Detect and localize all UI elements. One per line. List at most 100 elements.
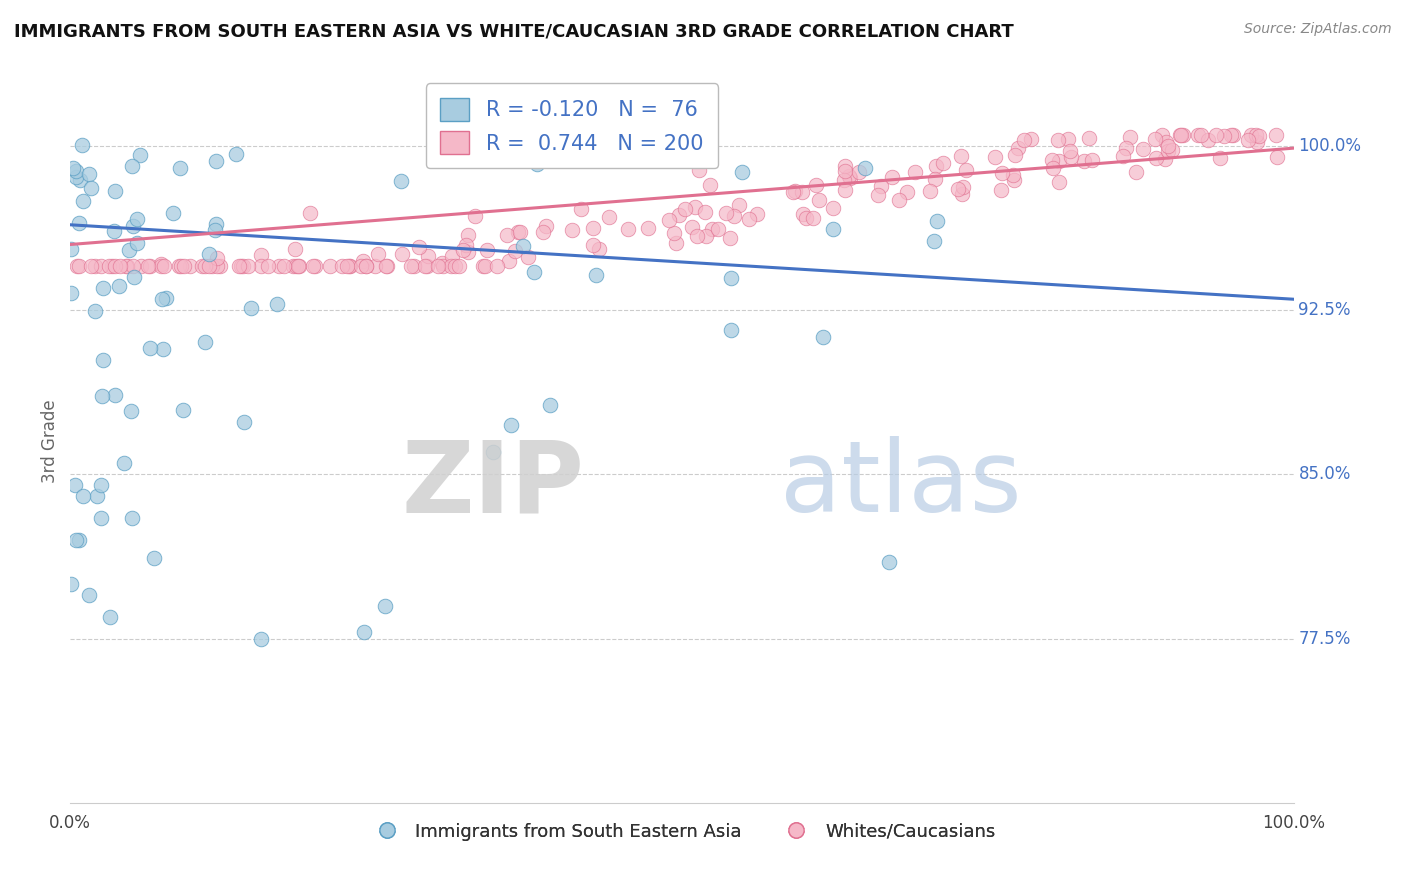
Point bbox=[1240, 128, 1263, 142]
Point bbox=[1002, 172, 1025, 186]
Point bbox=[449, 260, 471, 274]
Point bbox=[952, 179, 974, 194]
Point bbox=[77, 167, 100, 181]
Point bbox=[839, 171, 862, 186]
Point bbox=[1236, 133, 1258, 147]
Point bbox=[162, 206, 184, 220]
Point bbox=[302, 260, 325, 274]
Point bbox=[205, 251, 228, 265]
Point bbox=[233, 415, 256, 429]
Point bbox=[356, 260, 378, 274]
Point bbox=[201, 260, 224, 274]
Point bbox=[80, 181, 103, 195]
Point bbox=[866, 187, 889, 202]
Point bbox=[67, 260, 90, 274]
Point bbox=[1060, 150, 1083, 164]
Point bbox=[208, 260, 231, 274]
Point bbox=[374, 599, 396, 613]
Point bbox=[904, 165, 927, 179]
Point bbox=[104, 260, 127, 274]
Point bbox=[173, 260, 195, 274]
Point bbox=[848, 164, 870, 178]
Point bbox=[1205, 128, 1227, 142]
Point bbox=[512, 239, 534, 253]
Point bbox=[804, 178, 827, 192]
Point bbox=[451, 243, 474, 257]
Point bbox=[924, 171, 946, 186]
Point bbox=[172, 403, 194, 417]
Point bbox=[1265, 128, 1288, 142]
Point bbox=[503, 244, 526, 258]
Point bbox=[285, 260, 308, 274]
Point bbox=[509, 225, 531, 239]
Point bbox=[454, 238, 477, 252]
Point bbox=[673, 202, 696, 216]
Point bbox=[194, 335, 217, 350]
Point bbox=[924, 234, 946, 248]
Point bbox=[745, 207, 768, 221]
Point bbox=[1047, 175, 1070, 189]
Point bbox=[598, 210, 620, 224]
Point bbox=[353, 625, 375, 640]
Point bbox=[65, 170, 87, 185]
Point bbox=[281, 260, 304, 274]
Point bbox=[91, 352, 114, 367]
Point bbox=[1081, 153, 1104, 167]
Point bbox=[273, 260, 295, 274]
Point bbox=[807, 193, 830, 207]
Point bbox=[205, 217, 228, 231]
Text: atlas: atlas bbox=[780, 436, 1021, 533]
Point bbox=[695, 229, 717, 244]
Point bbox=[136, 260, 159, 274]
Point bbox=[457, 244, 479, 259]
Point bbox=[413, 260, 436, 274]
Point bbox=[498, 254, 520, 268]
Point bbox=[1115, 141, 1137, 155]
Point bbox=[127, 212, 149, 227]
Point bbox=[391, 247, 413, 261]
Point bbox=[834, 159, 856, 173]
Point bbox=[720, 270, 742, 285]
Point bbox=[416, 249, 439, 263]
Point bbox=[720, 322, 742, 336]
Point bbox=[925, 214, 948, 228]
Point bbox=[588, 243, 610, 257]
Point bbox=[1059, 144, 1081, 158]
Point bbox=[526, 157, 548, 171]
Point bbox=[97, 260, 120, 274]
Text: 92.5%: 92.5% bbox=[1298, 301, 1351, 319]
Point bbox=[832, 173, 855, 187]
Point bbox=[821, 222, 844, 236]
Point bbox=[1046, 132, 1069, 146]
Point bbox=[304, 260, 326, 274]
Point bbox=[60, 285, 83, 300]
Point bbox=[991, 165, 1014, 179]
Point bbox=[67, 216, 90, 230]
Point bbox=[108, 260, 131, 274]
Point bbox=[204, 223, 226, 237]
Point bbox=[1187, 128, 1209, 142]
Point bbox=[63, 478, 86, 492]
Point bbox=[1246, 128, 1268, 142]
Point bbox=[399, 260, 422, 274]
Point bbox=[236, 260, 259, 274]
Point bbox=[267, 260, 290, 274]
Point bbox=[115, 260, 138, 274]
Text: IMMIGRANTS FROM SOUTH EASTERN ASIA VS WHITE/CAUCASIAN 3RD GRADE CORRELATION CHAR: IMMIGRANTS FROM SOUTH EASTERN ASIA VS WH… bbox=[14, 22, 1014, 40]
Point bbox=[60, 577, 83, 591]
Point bbox=[287, 260, 309, 274]
Point bbox=[853, 161, 876, 176]
Point bbox=[477, 244, 499, 258]
Point bbox=[337, 260, 360, 274]
Point bbox=[352, 254, 374, 268]
Point bbox=[150, 256, 173, 270]
Point bbox=[114, 260, 136, 274]
Point bbox=[782, 185, 804, 199]
Point bbox=[538, 398, 561, 412]
Point bbox=[153, 260, 176, 274]
Point bbox=[1208, 151, 1230, 165]
Point bbox=[152, 292, 174, 306]
Point bbox=[375, 260, 398, 274]
Point bbox=[149, 260, 172, 274]
Point bbox=[72, 489, 94, 503]
